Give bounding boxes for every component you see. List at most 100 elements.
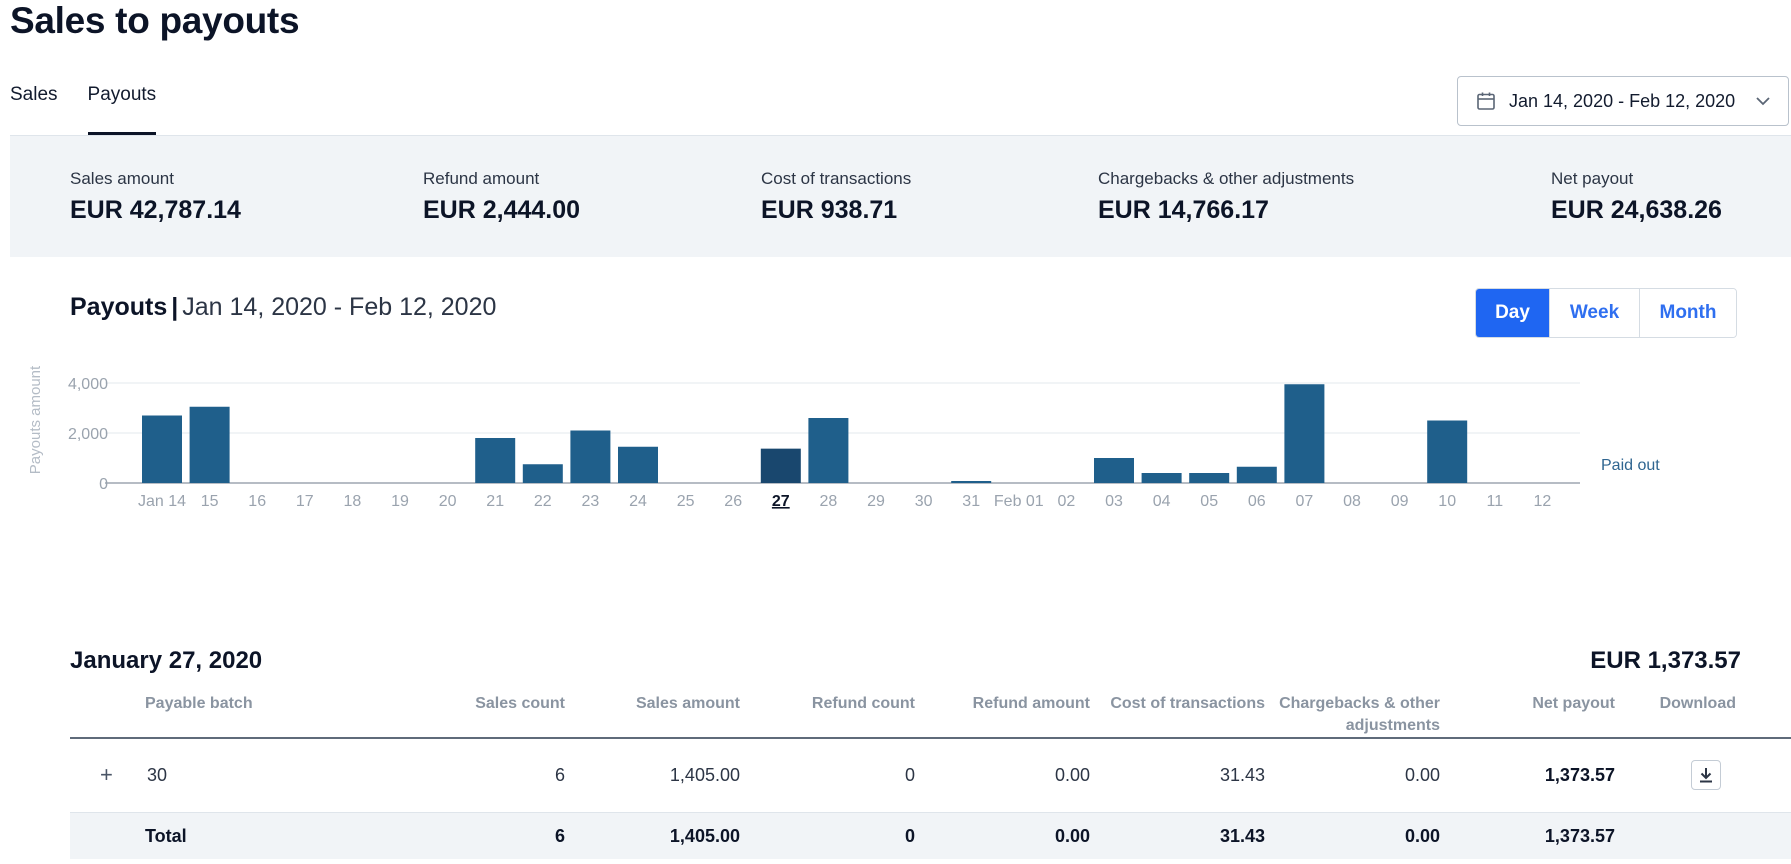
cell-refund-count: 0 — [904, 765, 915, 785]
col-refund-count: Refund count — [811, 695, 915, 712]
page-title: Sales to payouts — [10, 0, 300, 41]
metric-value: EUR 2,444.00 — [423, 196, 581, 224]
x-tick-label: 16 — [248, 493, 266, 510]
bar — [1236, 466, 1277, 483]
cell-refund-amount: 0.00 — [1054, 765, 1090, 785]
metric-value: EUR 24,638.26 — [1551, 196, 1722, 224]
bar — [1427, 420, 1468, 483]
date-range-picker[interactable]: Jan 14, 2020 - Feb 12, 2020 — [1457, 76, 1789, 126]
x-tick-label: Jan 14 — [138, 493, 186, 510]
cell-batch: 30 — [147, 765, 168, 785]
x-tick-label: 26 — [724, 493, 742, 510]
table-header: Payable batch Sales count Sales amount R… — [70, 690, 1791, 739]
x-tick-label: 28 — [820, 493, 838, 510]
col-chargebacks-line1: Chargebacks & other — [1279, 695, 1440, 712]
chart-title-range: Jan 14, 2020 - Feb 12, 2020 — [182, 293, 497, 321]
x-tick-label: 27 — [772, 493, 790, 510]
col-chargebacks: Chargebacks & other adjustments — [1279, 693, 1440, 737]
total-sales-amount: 1,405.00 — [669, 826, 740, 846]
bar — [475, 438, 516, 483]
granularity-toggle: Day Week Month — [1475, 288, 1737, 338]
x-tick-label: 15 — [201, 493, 219, 510]
x-tick-label: 03 — [1105, 493, 1123, 510]
detail-date-title: January 27, 2020 — [70, 647, 263, 674]
x-tick-label: 12 — [1534, 493, 1552, 510]
granularity-month-button[interactable]: Month — [1639, 289, 1736, 337]
bar — [522, 464, 563, 483]
col-cost-of-transactions: Cost of transactions — [1110, 695, 1265, 712]
detail-total-amount: EUR 1,373.57 — [1590, 647, 1741, 674]
col-sales-count: Sales count — [475, 695, 565, 712]
y-tick-label: 0 — [99, 476, 108, 493]
y-tick-label: 4,000 — [68, 376, 108, 393]
x-tick-label: 05 — [1200, 493, 1218, 510]
bar — [1141, 473, 1182, 483]
payables-table: Payable batch Sales count Sales amount R… — [70, 690, 1791, 859]
x-tick-label: Feb 01 — [994, 493, 1044, 510]
tabs-divider — [10, 135, 1791, 136]
x-tick-label: 04 — [1153, 493, 1171, 510]
table-row[interactable]: + 30 6 1,405.00 0 0.00 31.43 0.00 1,373.… — [70, 739, 1791, 813]
x-tick-label: 10 — [1438, 493, 1456, 510]
legend-paid-out: Paid out — [1601, 457, 1660, 474]
chart-title: Payouts | Jan 14, 2020 - Feb 12, 2020 — [70, 292, 496, 322]
cell-chargebacks: 0.00 — [1404, 765, 1440, 785]
metric-value: EUR 14,766.17 — [1098, 196, 1269, 224]
x-tick-label: 25 — [677, 493, 695, 510]
x-tick-label: 20 — [439, 493, 457, 510]
col-refund-amount: Refund amount — [972, 695, 1090, 712]
x-tick-label: 09 — [1391, 493, 1409, 510]
x-tick-label: 06 — [1248, 493, 1266, 510]
x-tick-label: 23 — [582, 493, 600, 510]
x-tick-label: 29 — [867, 493, 885, 510]
cell-sales-amount: 1,405.00 — [669, 765, 740, 785]
y-tick-label: 2,000 — [68, 426, 108, 443]
expand-row-button[interactable]: + — [100, 762, 113, 787]
bar — [189, 406, 230, 483]
col-download: Download — [1659, 695, 1736, 712]
tab-sales[interactable]: Sales — [10, 84, 58, 105]
bar — [1189, 473, 1230, 483]
x-tick-label: 21 — [486, 493, 504, 510]
calendar-icon — [1477, 92, 1495, 110]
col-sales-amount: Sales amount — [635, 695, 740, 712]
x-tick-label: 02 — [1058, 493, 1076, 510]
chevron-down-icon — [1756, 97, 1770, 106]
granularity-day-button[interactable]: Day — [1476, 289, 1549, 337]
metric-label: Chargebacks & other adjustments — [1098, 169, 1355, 188]
metric-cost-of-transactions: Cost of transactions EUR 938.71 — [761, 168, 911, 224]
bar — [808, 418, 849, 483]
metric-label: Sales amount — [70, 169, 174, 188]
cell-net-payout: 1,373.57 — [1544, 765, 1615, 785]
total-refund-amount: 0.00 — [1054, 826, 1090, 846]
metric-label: Net payout — [1551, 169, 1634, 188]
x-tick-label: 22 — [534, 493, 552, 510]
col-payable-batch: Payable batch — [145, 695, 253, 712]
metric-sales-amount: Sales amount EUR 42,787.14 — [70, 168, 241, 224]
granularity-week-button[interactable]: Week — [1549, 289, 1639, 337]
tab-payouts[interactable]: Payouts — [87, 82, 156, 136]
bar — [1094, 458, 1134, 483]
metric-value: EUR 42,787.14 — [70, 196, 241, 224]
x-tick-label: 24 — [629, 493, 647, 510]
total-net-payout: 1,373.57 — [1544, 826, 1615, 846]
col-net-payout: Net payout — [1532, 695, 1615, 712]
x-tick-label: 07 — [1296, 493, 1314, 510]
download-button[interactable] — [1691, 760, 1721, 790]
table-total-row: Total 6 1,405.00 0 0.00 31.43 0.00 1,373… — [70, 813, 1791, 859]
total-chargebacks: 0.00 — [1404, 826, 1440, 846]
metric-refund-amount: Refund amount EUR 2,444.00 — [423, 168, 580, 224]
metric-label: Cost of transactions — [761, 169, 912, 188]
metric-net-payout: Net payout EUR 24,638.26 — [1551, 168, 1722, 224]
date-range-label: Jan 14, 2020 - Feb 12, 2020 — [1509, 90, 1736, 111]
download-icon — [1700, 768, 1712, 783]
bar — [570, 430, 611, 483]
payouts-bar-chart: 0 2,000 4,000 Payouts amount Jan 14 15 16 17 18 1… — [27, 365, 1660, 510]
metric-chargebacks: Chargebacks & other adjustments EUR 14,7… — [1098, 168, 1354, 224]
cell-cost: 31.43 — [1219, 765, 1265, 785]
chart-title-label: Payouts — [70, 293, 168, 321]
y-axis-label: Payouts amount — [27, 365, 44, 474]
bar — [618, 446, 658, 483]
total-cost: 31.43 — [1219, 826, 1265, 846]
x-tick-label: 19 — [391, 493, 409, 510]
